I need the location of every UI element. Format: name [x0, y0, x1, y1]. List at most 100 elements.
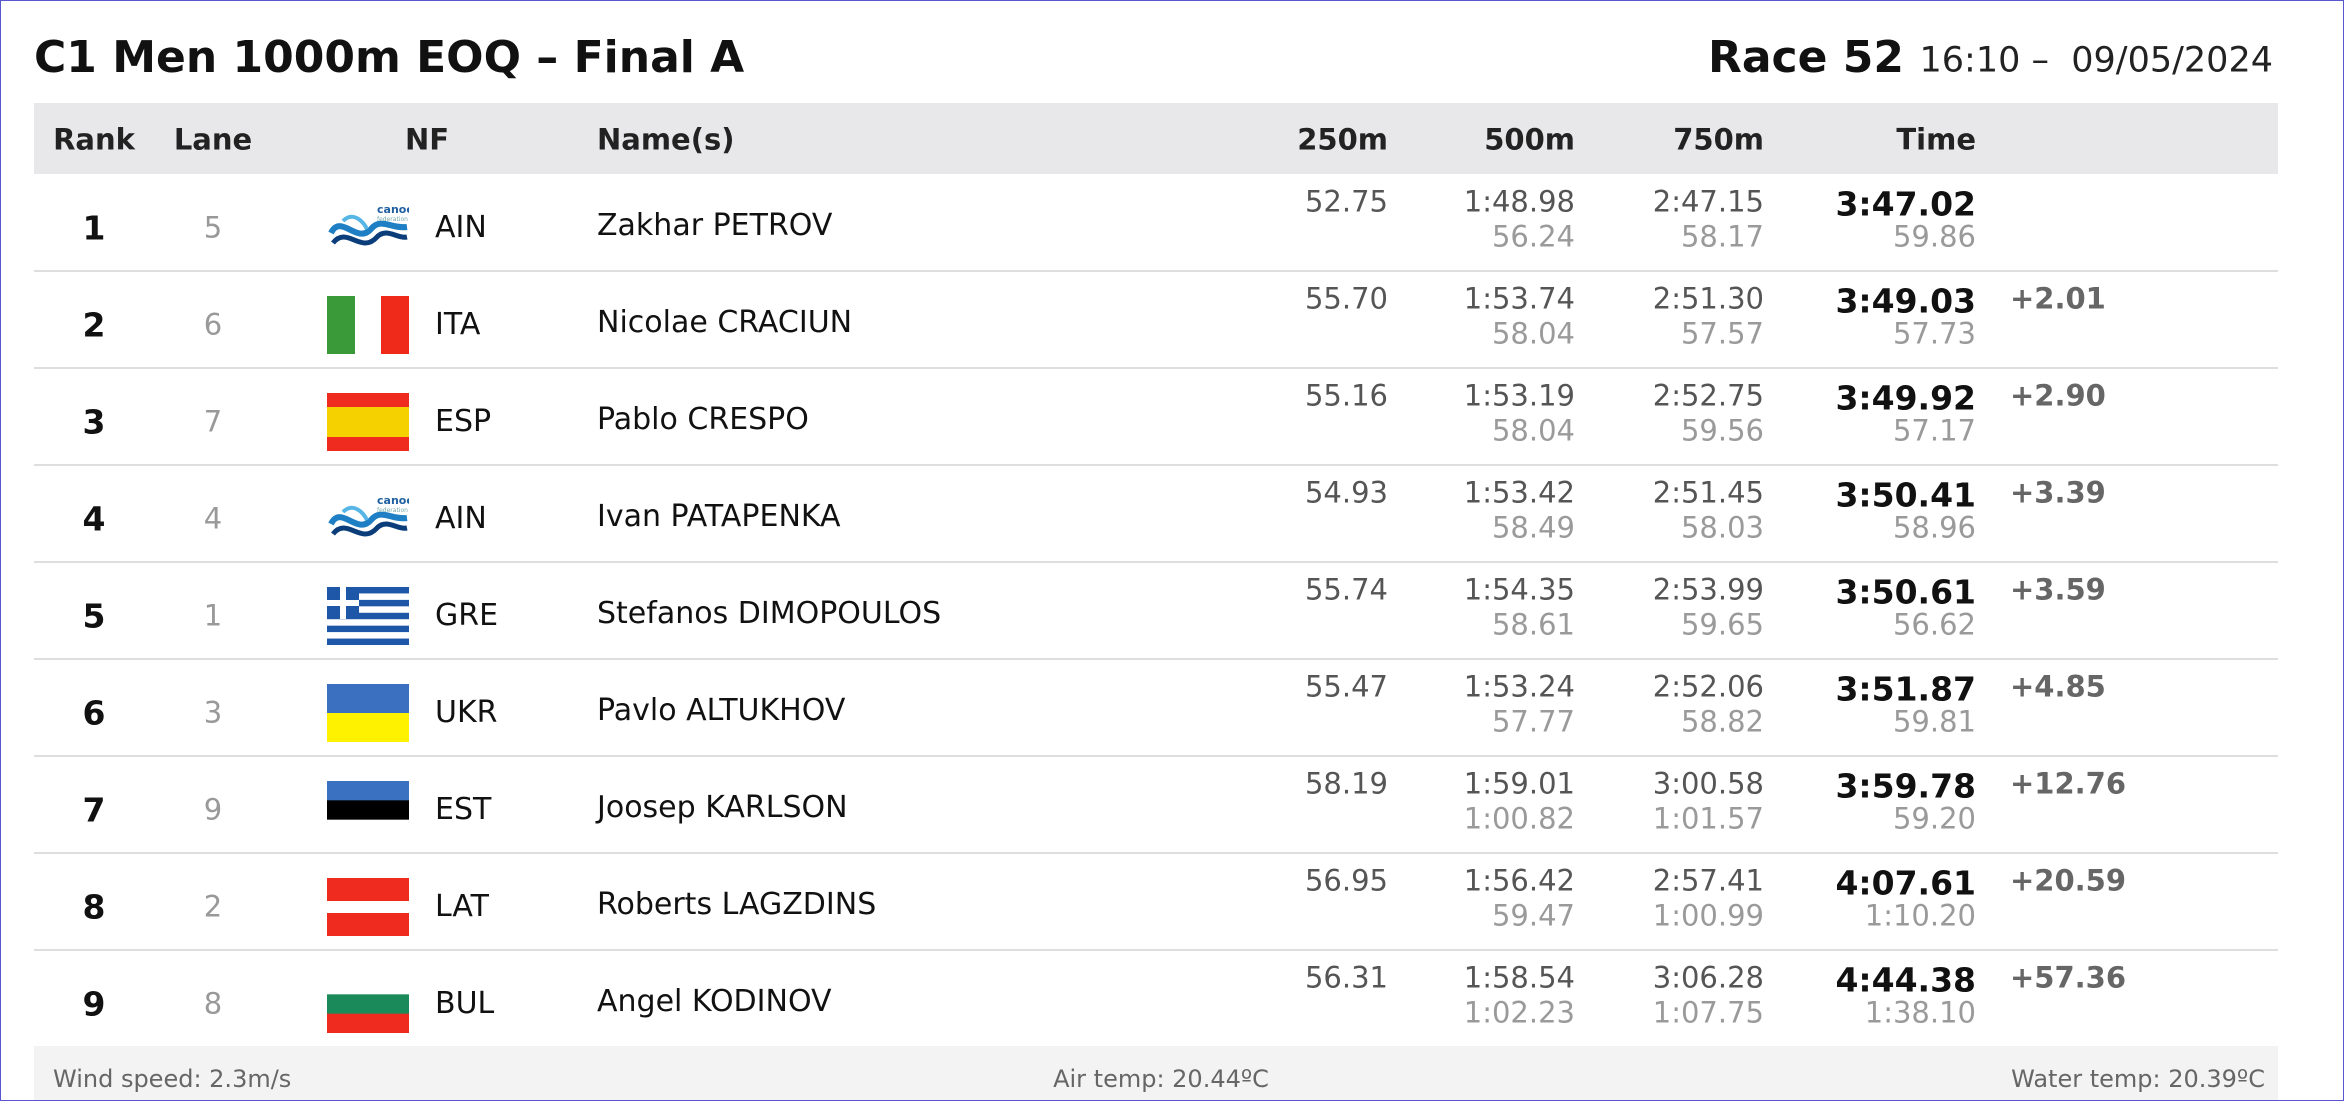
athlete-name: Ivan PATAPENKA [597, 499, 841, 534]
lap-750: 58.17 [1680, 219, 1764, 254]
time-behind: +3.39 [2010, 475, 2106, 510]
split-500: 1:54.35 [1463, 572, 1575, 607]
lane: 2 [203, 889, 223, 924]
time-behind: +2.01 [2010, 281, 2106, 316]
svg-text:federation: federation [377, 216, 408, 223]
finish-time: 3:59.78 [1835, 766, 1976, 806]
finish-time: 3:51.87 [1835, 669, 1976, 709]
split-750: 2:51.45 [1652, 475, 1764, 510]
lap-500: 58.04 [1491, 413, 1575, 448]
athlete-name: Pavlo ALTUKHOV [597, 693, 846, 728]
split-250: 54.93 [1304, 475, 1388, 510]
nation-code: BUL [435, 986, 495, 1021]
split-250: 56.31 [1304, 960, 1388, 995]
rank: 6 [82, 693, 106, 733]
split-250: 55.74 [1304, 572, 1388, 607]
svg-text:canoe: canoe [377, 494, 409, 507]
lap-750: 57.57 [1680, 316, 1764, 351]
column-header: Lane [173, 122, 253, 157]
split-250: 55.16 [1304, 378, 1388, 413]
split-750: 2:57.41 [1652, 863, 1764, 898]
finish-time: 4:07.61 [1835, 863, 1976, 903]
split-750: 2:47.15 [1652, 184, 1764, 219]
lap-1000: 1:38.10 [1864, 995, 1976, 1030]
split-250: 52.75 [1304, 184, 1388, 219]
nation-flag [327, 975, 409, 1034]
lap-750: 59.65 [1680, 607, 1764, 642]
row-separator [34, 464, 2278, 466]
split-250: 58.19 [1304, 766, 1388, 801]
lap-500: 57.77 [1491, 704, 1575, 739]
svg-text:canoe: canoe [377, 203, 409, 216]
lane: 9 [203, 792, 223, 827]
lane: 1 [203, 598, 223, 633]
split-250: 56.95 [1304, 863, 1388, 898]
split-500: 1:53.24 [1463, 669, 1575, 704]
column-header: 250m [1297, 122, 1388, 157]
nation-code: GRE [435, 598, 499, 633]
lap-1000: 1:10.20 [1864, 898, 1976, 933]
column-header: NF [404, 122, 450, 157]
athlete-name: Stefanos DIMOPOULOS [597, 596, 942, 631]
water-temp: Water temp: 20.39ºC [2011, 1065, 2265, 1093]
lap-750: 1:01.57 [1652, 801, 1764, 836]
rank: 3 [82, 402, 106, 442]
race-datetime: 16:10 – 09/05/2024 [1919, 40, 2273, 81]
finish-time: 4:44.38 [1835, 960, 1976, 1000]
time-behind: +20.59 [2010, 863, 2127, 898]
split-500: 1:56.42 [1463, 863, 1575, 898]
footer-band [34, 1046, 2278, 1100]
nation-flag [327, 296, 409, 354]
row-separator [34, 658, 2278, 660]
finish-time: 3:50.61 [1835, 572, 1976, 612]
svg-text:federation: federation [377, 507, 408, 514]
nation-flag [327, 393, 409, 451]
lane: 8 [203, 986, 223, 1021]
lap-1000: 59.81 [1892, 704, 1976, 739]
finish-time: 3:50.41 [1835, 475, 1976, 515]
lap-500: 58.04 [1491, 316, 1575, 351]
nation-code: ESP [435, 404, 492, 439]
split-750: 2:52.75 [1652, 378, 1764, 413]
lane: 6 [203, 307, 223, 342]
athlete-name: Pablo CRESPO [597, 402, 809, 437]
split-750: 2:53.99 [1652, 572, 1764, 607]
race-number: Race 52 [1707, 32, 1904, 83]
nation-flag: canoefederation [327, 490, 414, 548]
rank: 5 [82, 596, 106, 636]
finish-time: 3:49.03 [1835, 281, 1976, 321]
column-header: 750m [1673, 122, 1764, 157]
split-250: 55.70 [1304, 281, 1388, 316]
nation-flag [327, 781, 409, 840]
nation-code: AIN [435, 210, 487, 245]
row-separator [34, 367, 2278, 369]
wind-speed: Wind speed: 2.3m/s [53, 1065, 292, 1093]
lap-1000: 59.86 [1892, 219, 1976, 254]
nation-code: UKR [435, 695, 498, 730]
split-500: 1:53.74 [1463, 281, 1575, 316]
finish-time: 3:47.02 [1835, 184, 1976, 224]
rank: 9 [82, 984, 106, 1024]
lap-500: 59.47 [1491, 898, 1575, 933]
nation-flag [327, 684, 409, 743]
column-header: 500m [1484, 122, 1575, 157]
split-750: 3:00.58 [1652, 766, 1764, 801]
athlete-name: Angel KODINOV [597, 984, 832, 1019]
time-behind: +4.85 [2010, 669, 2106, 704]
rank: 8 [82, 887, 106, 927]
nation-flag [327, 878, 409, 936]
time-behind: +12.76 [2010, 766, 2127, 801]
split-750: 3:06.28 [1652, 960, 1764, 995]
split-500: 1:58.54 [1463, 960, 1575, 995]
athlete-name: Joosep KARLSON [597, 790, 848, 825]
air-temp: Air temp: 20.44ºC [1053, 1065, 1269, 1093]
column-header: Name(s) [597, 122, 735, 157]
row-separator [34, 949, 2278, 951]
nation-code: ITA [435, 307, 481, 342]
split-500: 1:59.01 [1463, 766, 1575, 801]
row-separator [34, 561, 2278, 563]
lap-1000: 57.73 [1892, 316, 1976, 351]
lane: 3 [203, 695, 223, 730]
lap-750: 1:00.99 [1652, 898, 1764, 933]
